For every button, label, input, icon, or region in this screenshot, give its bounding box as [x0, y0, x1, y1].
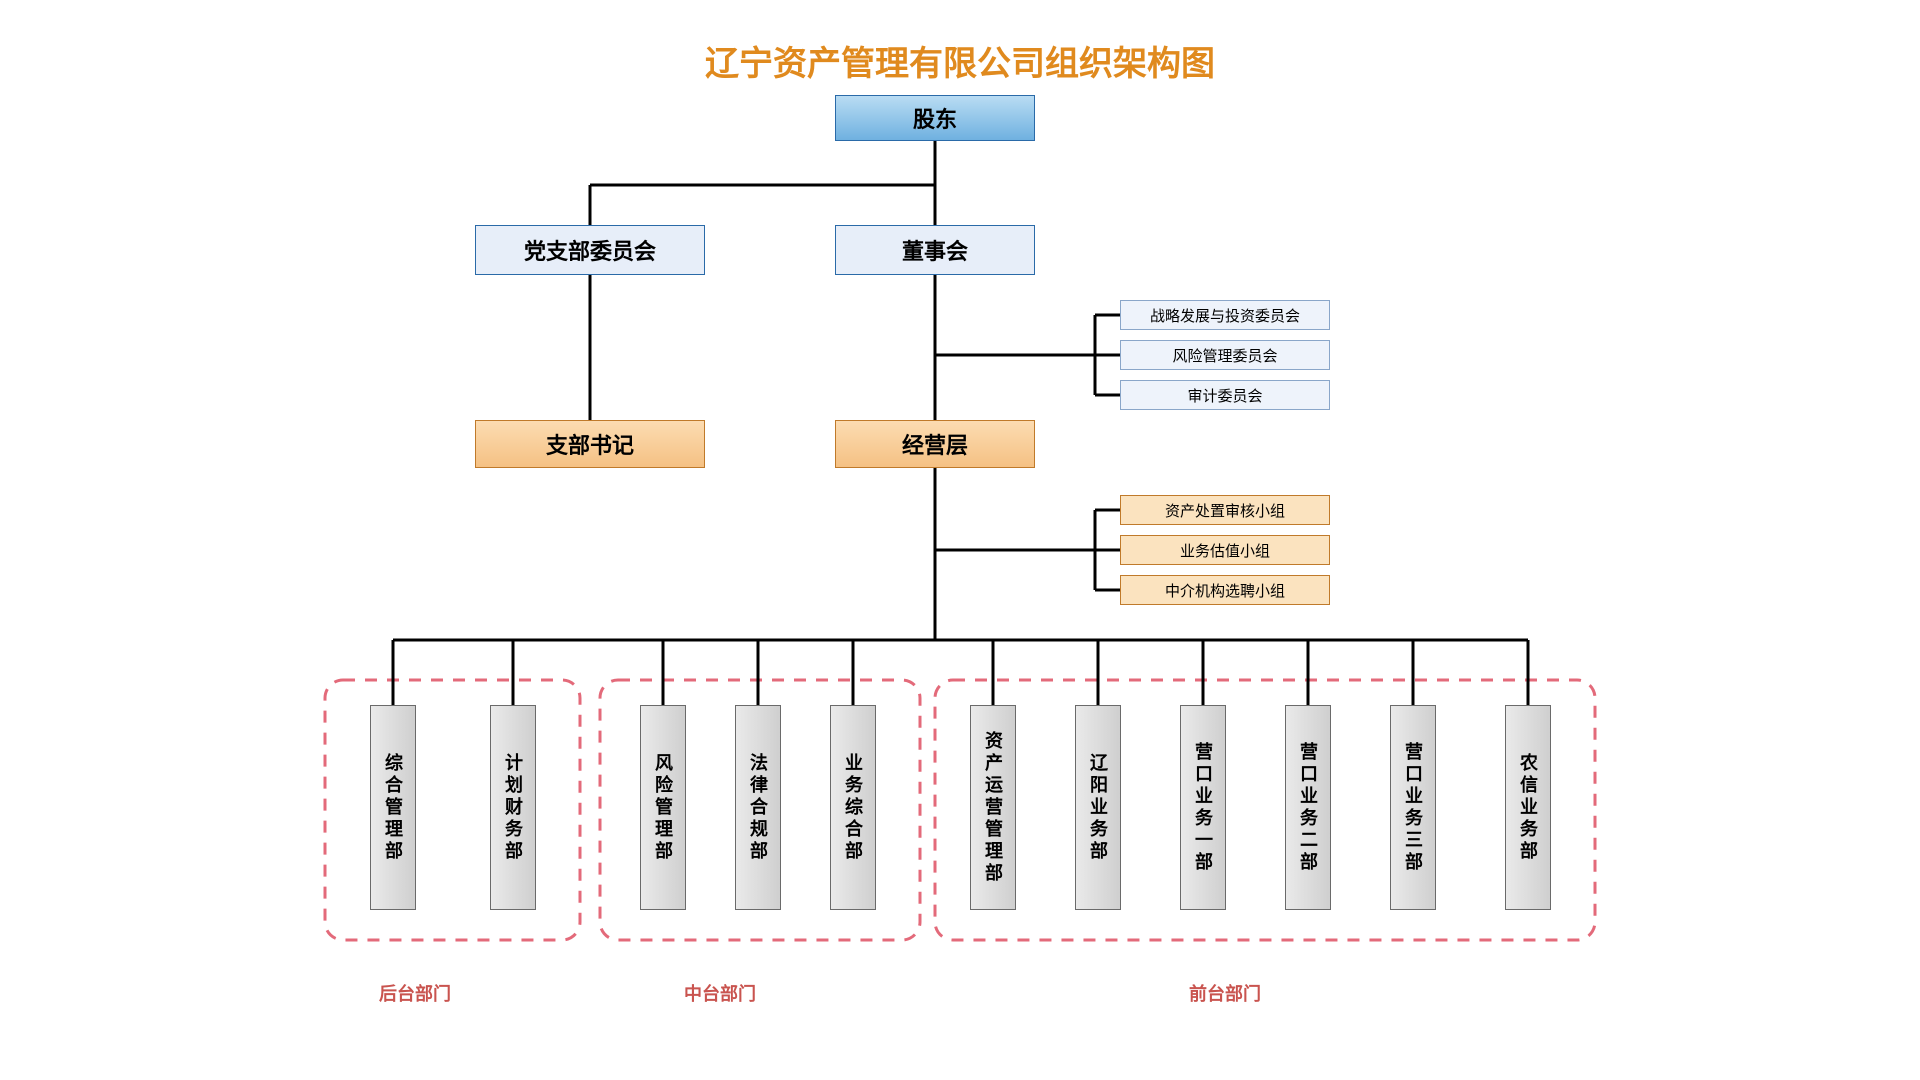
dept-d7: 辽阳业务部	[1075, 705, 1121, 910]
group-label-front: 前台部门	[1165, 980, 1285, 1006]
node-party_committee: 党支部委员会	[475, 225, 705, 275]
dept-d11: 农信业务部	[1505, 705, 1551, 910]
node-c1: 战略发展与投资委员会	[1120, 300, 1330, 330]
dept-d8: 营口业务一部	[1180, 705, 1226, 910]
dept-d2: 计划财务部	[490, 705, 536, 910]
dept-d3: 风险管理部	[640, 705, 686, 910]
org-chart-stage: 辽宁资产管理有限公司组织架构图 股东党支部委员会 董事会支部书记 经营层 战略发展与投…	[0, 0, 1920, 1080]
group-label-mid: 中台部门	[660, 980, 780, 1006]
chart-title: 辽宁资产管理有限公司组织架构图	[460, 36, 1460, 84]
node-shareholder: 股东	[835, 95, 1035, 141]
group-rect-back	[325, 680, 580, 940]
dept-d6: 资产运营管理部	[970, 705, 1016, 910]
node-g1: 资产处置审核小组	[1120, 495, 1330, 525]
node-c3: 审计委员会	[1120, 380, 1330, 410]
connector-layer	[0, 0, 1920, 1080]
dept-d9: 营口业务二部	[1285, 705, 1331, 910]
node-c2: 风险管理委员会	[1120, 340, 1330, 370]
dept-d10: 营口业务三部	[1390, 705, 1436, 910]
dept-d1: 综合管理部	[370, 705, 416, 910]
dept-d5: 业务综合部	[830, 705, 876, 910]
node-g3: 中介机构选聘小组	[1120, 575, 1330, 605]
group-rect-front	[935, 680, 1595, 940]
node-board: 董事会	[835, 225, 1035, 275]
node-branch_secretary: 支部书记	[475, 420, 705, 468]
group-label-back: 后台部门	[355, 980, 475, 1006]
node-management: 经营层	[835, 420, 1035, 468]
dept-d4: 法律合规部	[735, 705, 781, 910]
node-g2: 业务估值小组	[1120, 535, 1330, 565]
